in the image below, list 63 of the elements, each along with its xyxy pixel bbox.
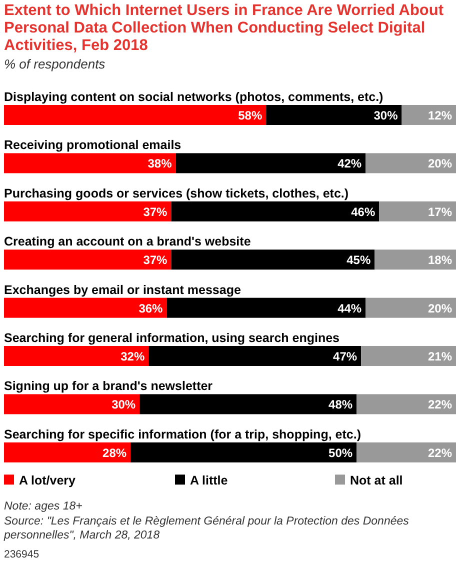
data-label: 44% xyxy=(338,301,362,316)
data-label: 37% xyxy=(143,204,168,219)
legend-label: A lot/very xyxy=(19,474,76,488)
bar xyxy=(140,394,357,414)
y-tick-label: Purchasing goods or services (show tickets, clothes, etc.) xyxy=(4,186,349,200)
bar xyxy=(166,298,366,318)
data-label: 47% xyxy=(333,350,358,364)
y-tick-label: Signing up for a brand's newsletter xyxy=(4,379,213,394)
data-label: 36% xyxy=(138,301,164,316)
bar xyxy=(4,201,172,222)
data-label: 18% xyxy=(428,253,452,268)
data-label: 45% xyxy=(346,253,371,268)
text: 236945 xyxy=(4,548,40,561)
bar xyxy=(4,153,176,174)
chart-subtitle: % of respondents xyxy=(4,56,106,72)
data-label: 30% xyxy=(112,398,136,412)
data-label: 42% xyxy=(338,156,362,171)
data-label: 38% xyxy=(148,156,172,171)
bar xyxy=(148,346,362,366)
bar xyxy=(176,153,366,174)
legend-label: Not at all xyxy=(350,474,403,488)
bar xyxy=(171,201,380,222)
data-label: 17% xyxy=(428,204,452,219)
bar xyxy=(4,250,172,270)
bar xyxy=(130,442,357,462)
text: Note: ages 18+ xyxy=(4,500,83,513)
y-tick-label: Creating an account on a brand's website xyxy=(4,234,251,249)
bar xyxy=(356,394,456,414)
bar xyxy=(379,201,456,222)
bar xyxy=(4,298,167,318)
data-label: 22% xyxy=(428,398,452,412)
data-label: 50% xyxy=(328,446,353,460)
bar xyxy=(4,346,149,366)
data-label: 37% xyxy=(143,253,168,268)
y-tick-label: Searching for specific information (for a trip, shopping, etc.) xyxy=(4,427,361,442)
bar xyxy=(361,346,456,366)
bar xyxy=(374,250,456,270)
bar xyxy=(266,105,402,125)
chart-title: Extent to Which Internet Users in France Are Worried About Personal Data Collection When Conducting Select Digital Activities, Feb 2018 xyxy=(4,2,444,54)
data-label: 48% xyxy=(328,398,353,412)
bar xyxy=(171,250,375,270)
bar xyxy=(4,442,131,462)
bar xyxy=(366,153,456,174)
data-label: 21% xyxy=(428,350,452,364)
data-label: 28% xyxy=(102,446,127,460)
data-label: 22% xyxy=(428,446,452,460)
data-label: 32% xyxy=(120,350,145,364)
bar xyxy=(356,442,456,462)
y-tick-label: Searching for general information, using search engines xyxy=(4,331,340,345)
data-label: 58% xyxy=(238,108,262,122)
bar xyxy=(4,105,266,125)
y-tick-label: Exchanges by email or instant message xyxy=(4,282,241,297)
y-tick-label: Receiving promotional emails xyxy=(4,138,182,152)
data-label: 20% xyxy=(428,301,452,316)
bar xyxy=(4,394,140,414)
bar xyxy=(366,298,456,318)
data-label: 46% xyxy=(351,204,376,219)
y-tick-label: Displaying content on social networks (photos, comments, etc.) xyxy=(4,90,384,104)
legend-label: A little xyxy=(190,474,228,488)
data-label: 20% xyxy=(428,156,452,171)
data-label: 12% xyxy=(428,108,452,122)
source-note: Source: "Les Français et le Règlement Général pour la Protection des Données personnelles", March 28, 2018 xyxy=(3,516,410,542)
data-label: 30% xyxy=(374,108,398,122)
